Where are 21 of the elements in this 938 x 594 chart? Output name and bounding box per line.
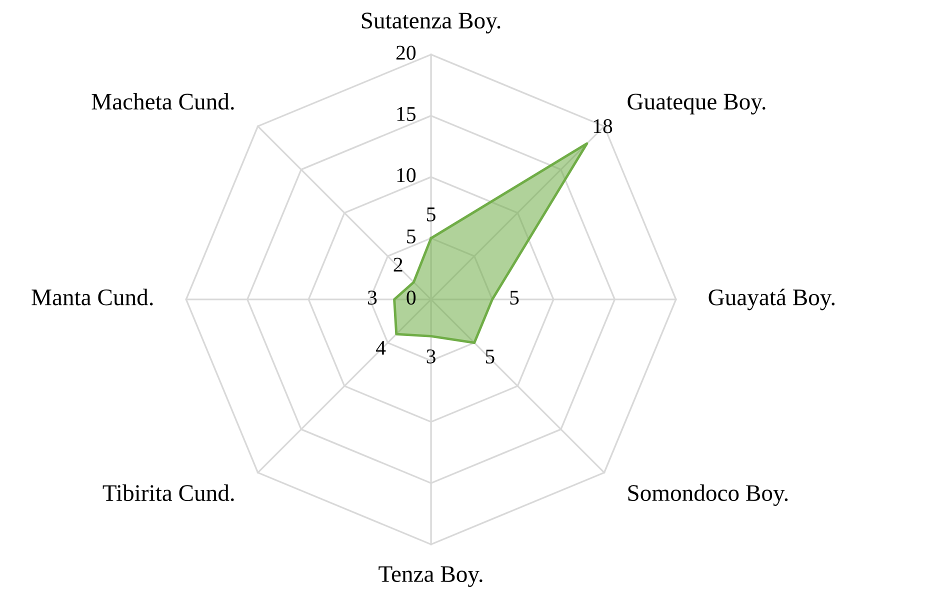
spoke-label: Guateque Boy. [628,94,766,114]
spoke-label: Guayatá Boy. [708,288,835,310]
data-label: 3 [368,290,377,305]
data-label: 3 [426,349,436,364]
spoke-label: Tibirita Cund. [102,484,234,502]
y-tick-label: 0 [406,290,416,305]
y-tick-label: 10 [397,168,416,182]
spoke-label: Sutatenza Boy. [362,12,500,34]
data-label: 5 [510,290,519,305]
data-label: 2 [394,258,402,272]
spoke-label: Macheta Cund. [92,93,234,110]
spoke-label: Somondoco Boy. [628,484,788,506]
y-tick-label: 20 [396,46,416,60]
spoke-label: Manta Cund. [32,288,153,306]
data-label: 5 [486,350,494,364]
data-label: 4 [376,340,386,355]
data-label: 5 [427,208,436,222]
spoke-label: Tenza Boy. [378,566,482,587]
y-tick-label: 5 [407,230,416,244]
data-label: 18 [594,119,612,134]
y-tick-label: 15 [397,107,416,121]
